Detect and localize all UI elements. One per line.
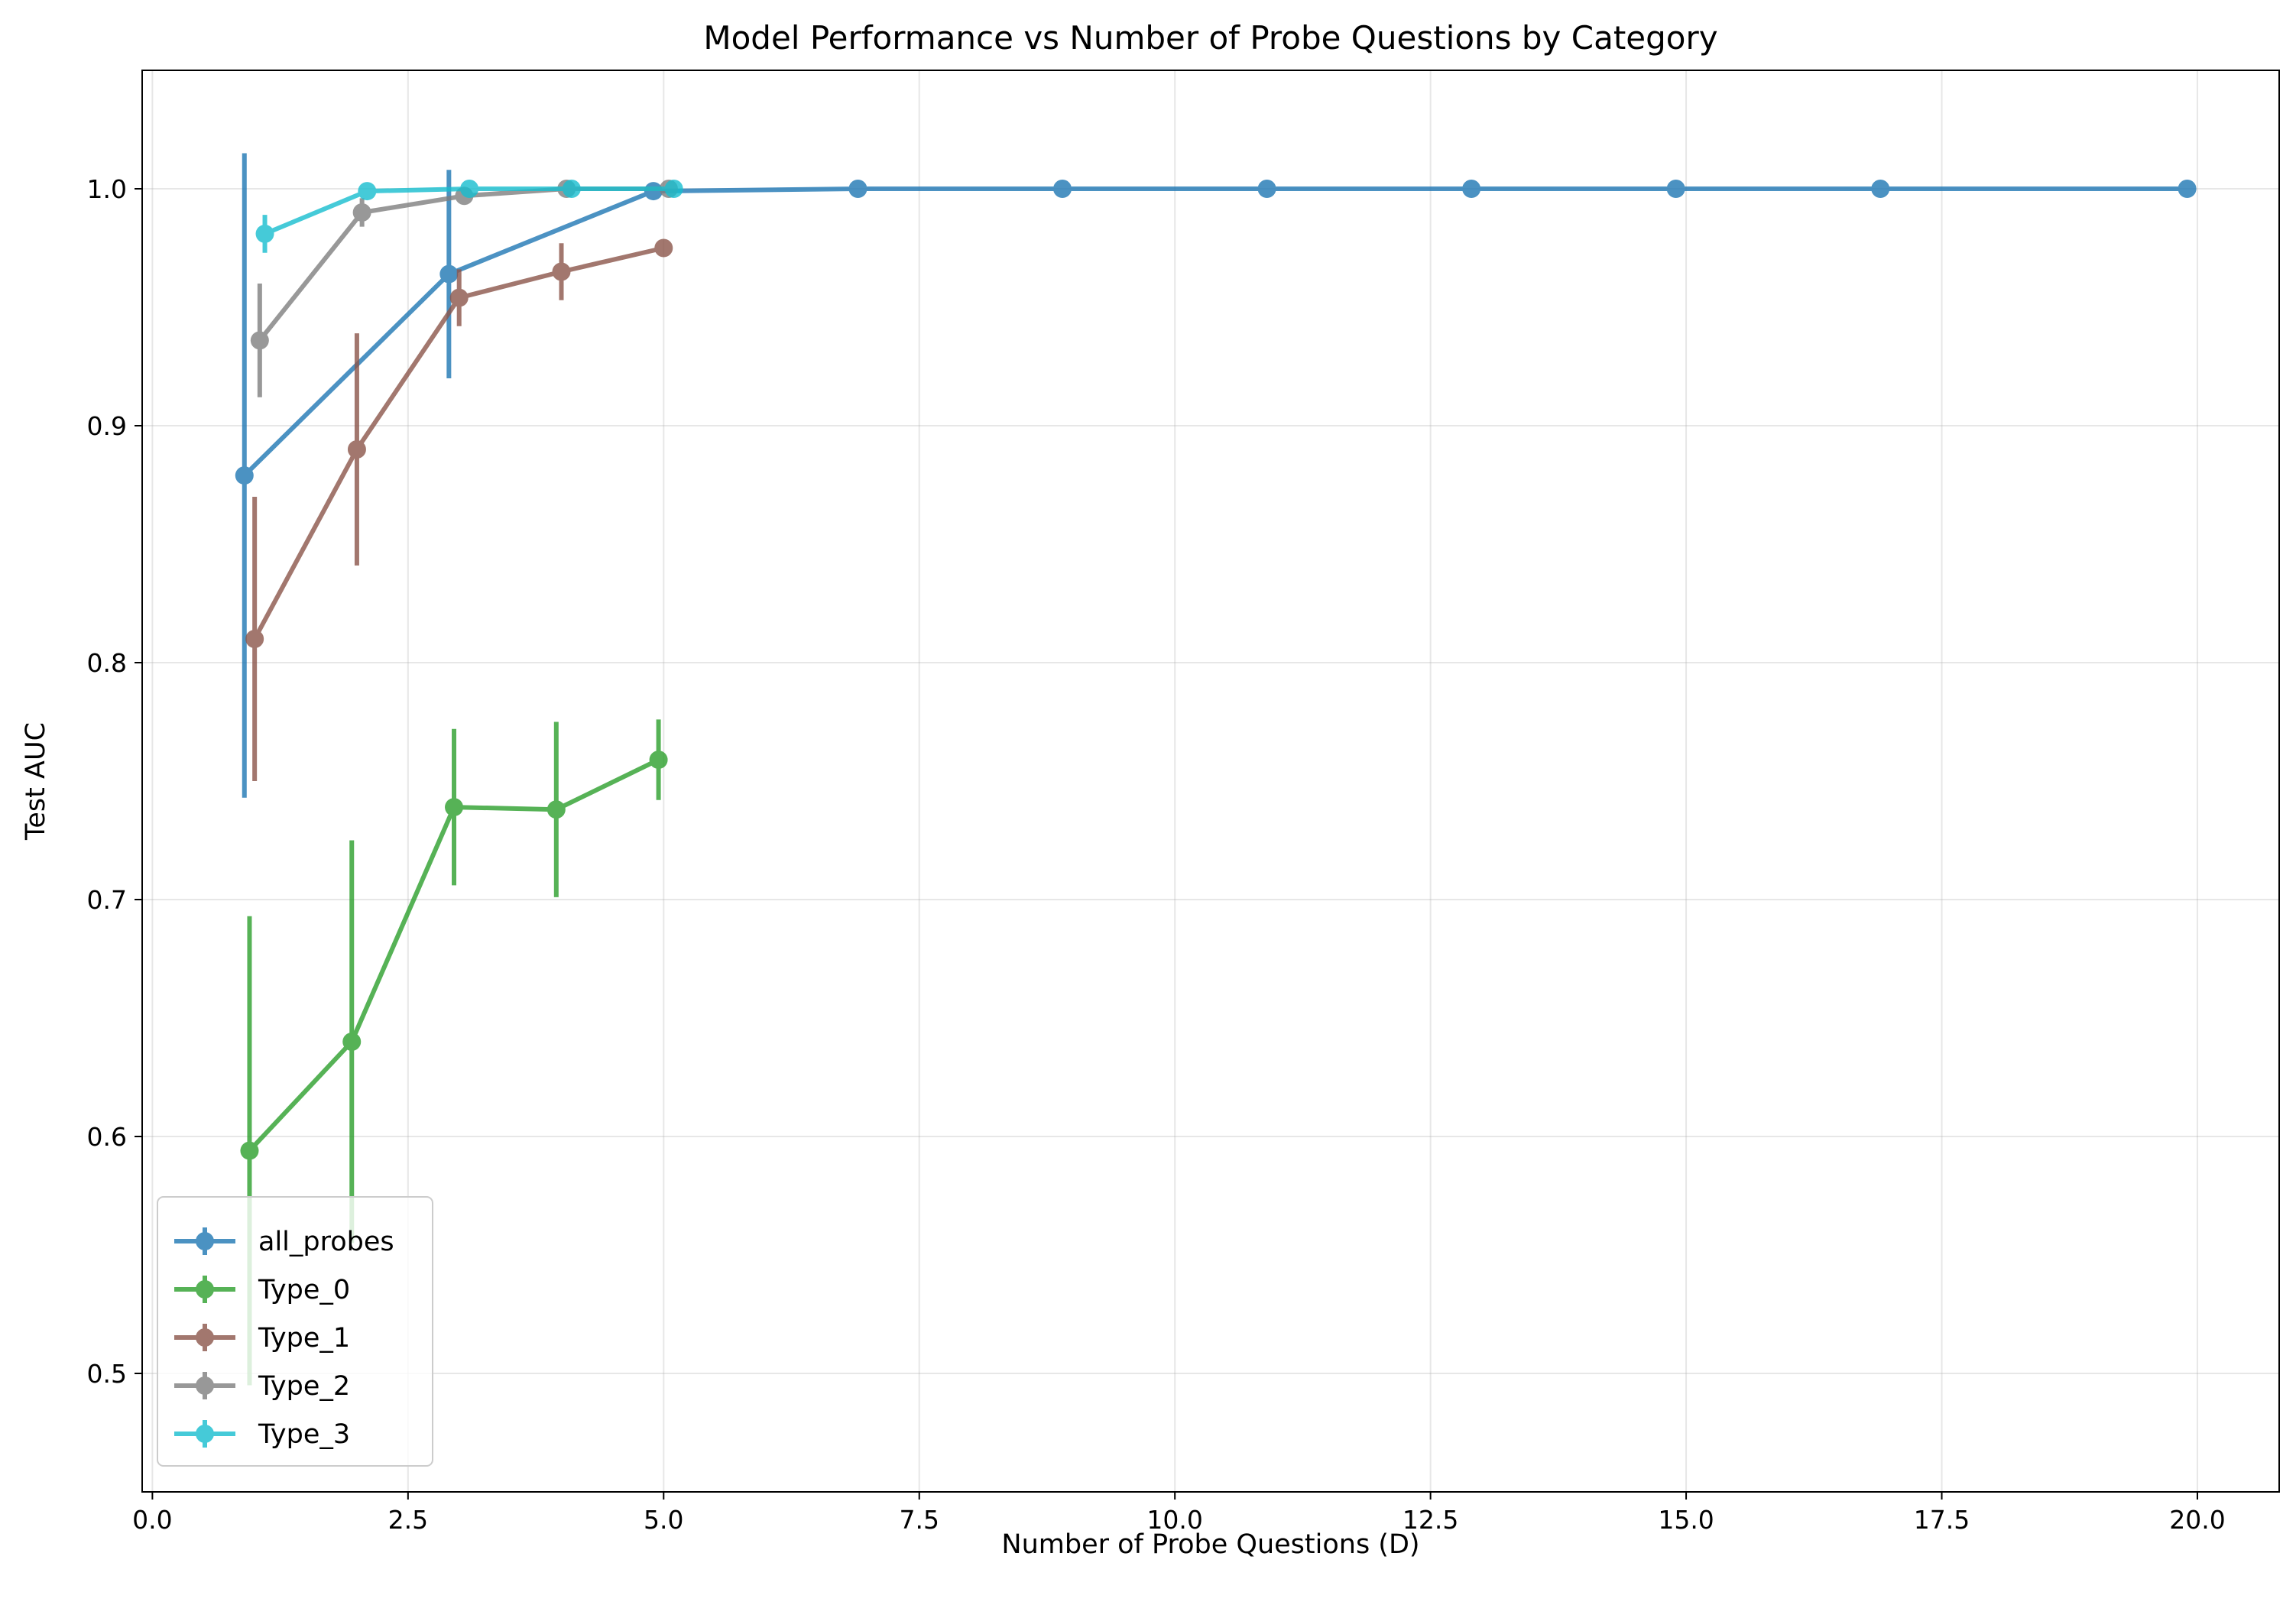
plot-frame (141, 70, 2280, 1493)
legend-entry-type-1 (174, 1324, 235, 1351)
data-point (342, 1033, 362, 1051)
legend-box (157, 1196, 433, 1467)
series-line (242, 186, 2187, 478)
data-point (352, 203, 371, 222)
legend-label: Type_3 (258, 1419, 350, 1450)
y-axis-label: Test AUC (21, 722, 51, 841)
legend-entry-type-2 (174, 1372, 235, 1399)
x-axis-label: Number of Probe Questions (D) (1001, 1529, 1419, 1560)
legend-label: Type_0 (258, 1275, 350, 1305)
legend-label: Type_1 (258, 1323, 350, 1354)
data-point (245, 630, 264, 648)
series-all-probes (235, 153, 2197, 798)
x-tick-label: 15.0 (1658, 1505, 1714, 1535)
y-tick-label: 1.0 (87, 174, 127, 204)
data-point (1257, 180, 1276, 198)
y-tick-label: 0.8 (87, 648, 127, 678)
data-point (250, 331, 269, 350)
x-tick-label: 10.0 (1146, 1505, 1202, 1535)
data-point (347, 440, 366, 459)
data-point (445, 798, 464, 817)
legend-marker (196, 1425, 214, 1443)
ticks: 0.0 2.5 5.0 7.5 10.0 12.5 15.0 17.5 20.0 0.5 0.6 0.… (87, 174, 2226, 1535)
legend-marker (196, 1232, 214, 1250)
series-type-3 (255, 180, 683, 253)
data-point (2178, 180, 2197, 198)
data-point (1666, 180, 1685, 198)
legend-label: Type_2 (258, 1371, 350, 1402)
y-tick-label: 0.7 (87, 885, 127, 915)
legend-marker (196, 1280, 214, 1299)
legend-entry-all-probes (174, 1227, 235, 1255)
legend-entry-type-3 (174, 1420, 235, 1448)
data-point (255, 224, 274, 243)
legend: all_probes Type_0 Type_1 Type_2 Type_3 (157, 1196, 433, 1467)
data-point (1871, 180, 1890, 198)
data-point (649, 751, 668, 770)
data-point (848, 180, 867, 198)
data-point (546, 800, 566, 819)
data-point (460, 180, 479, 198)
x-tick-label: 17.5 (1914, 1505, 1970, 1535)
data-point (439, 264, 459, 284)
legend-label: all_probes (258, 1227, 394, 1257)
legend-entry-type-0 (174, 1276, 235, 1303)
y-tick-label: 0.9 (87, 411, 127, 441)
x-tick-label: 5.0 (644, 1505, 683, 1535)
x-tick-label: 2.5 (388, 1505, 428, 1535)
data-point (1462, 180, 1481, 198)
y-tick-label: 0.6 (87, 1122, 127, 1152)
chart-title: Model Performance vs Number of Probe Que… (703, 19, 1717, 57)
data-point (358, 182, 377, 201)
x-tick-label: 0.0 (132, 1505, 172, 1535)
data-point (654, 238, 673, 258)
data-point (552, 262, 571, 281)
legend-marker (196, 1328, 214, 1347)
data-point (1053, 180, 1072, 198)
data-point (644, 182, 663, 201)
data-point (235, 466, 254, 485)
series-type-1 (245, 238, 673, 781)
data-point (664, 180, 683, 198)
data-point (240, 1141, 259, 1160)
y-tick-label: 0.5 (87, 1359, 127, 1389)
x-tick-label: 7.5 (899, 1505, 939, 1535)
x-tick-label: 12.5 (1403, 1505, 1458, 1535)
data-point (449, 288, 469, 307)
legend-marker (196, 1376, 214, 1395)
x-tick-label: 20.0 (2169, 1505, 2225, 1535)
data-point (562, 180, 581, 198)
